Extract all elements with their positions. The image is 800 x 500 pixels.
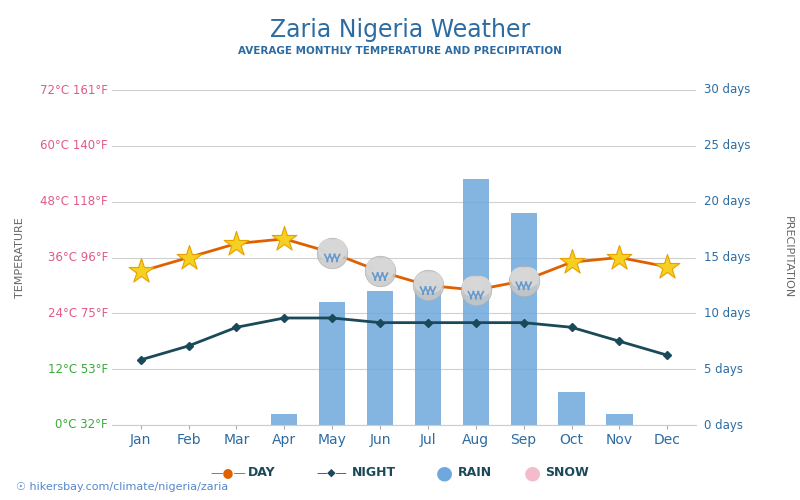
Text: —◆—: —◆— (317, 468, 347, 477)
Text: 30 days: 30 days (704, 84, 750, 96)
Bar (510, 213, 537, 425)
Bar (319, 302, 346, 425)
Text: 48°C 118°F: 48°C 118°F (40, 195, 108, 208)
Text: ●: ● (523, 463, 541, 482)
Text: SNOW: SNOW (546, 466, 590, 479)
Text: 0°C 32°F: 0°C 32°F (55, 418, 108, 432)
Point (661, 263, 674, 271)
Point (565, 258, 578, 266)
Text: NIGHT: NIGHT (352, 466, 396, 479)
Point (613, 254, 626, 262)
Text: TEMPERATURE: TEMPERATURE (15, 217, 25, 298)
Text: 20 days: 20 days (704, 195, 750, 208)
Text: 0 days: 0 days (704, 418, 743, 432)
Text: PRECIPITATION: PRECIPITATION (783, 216, 793, 298)
Text: RAIN: RAIN (458, 466, 492, 479)
Bar (606, 414, 633, 425)
Point (278, 235, 290, 243)
Point (182, 254, 195, 262)
Text: 72°C 161°F: 72°C 161°F (40, 84, 108, 96)
Text: Zaria Nigeria Weather: Zaria Nigeria Weather (270, 18, 530, 42)
Bar (271, 414, 298, 425)
Text: 36°C 96°F: 36°C 96°F (48, 251, 108, 264)
Text: 15 days: 15 days (704, 251, 750, 264)
Bar (558, 392, 585, 425)
Text: 12°C 53°F: 12°C 53°F (48, 362, 108, 376)
Text: AVERAGE MONTHLY TEMPERATURE AND PRECIPITATION: AVERAGE MONTHLY TEMPERATURE AND PRECIPIT… (238, 46, 562, 56)
Point (230, 240, 243, 248)
Text: 25 days: 25 days (704, 140, 750, 152)
Bar (414, 280, 441, 425)
Text: ☉ hikersbay.com/climate/nigeria/zaria: ☉ hikersbay.com/climate/nigeria/zaria (16, 482, 228, 492)
Text: 24°C 75°F: 24°C 75°F (48, 307, 108, 320)
Text: 10 days: 10 days (704, 307, 750, 320)
Text: ●: ● (435, 463, 453, 482)
Point (134, 268, 147, 276)
Text: —●—: —●— (210, 466, 246, 479)
Text: 60°C 140°F: 60°C 140°F (40, 140, 108, 152)
Text: 5 days: 5 days (704, 362, 743, 376)
Bar (462, 180, 489, 425)
Bar (367, 291, 394, 425)
Text: DAY: DAY (248, 466, 276, 479)
